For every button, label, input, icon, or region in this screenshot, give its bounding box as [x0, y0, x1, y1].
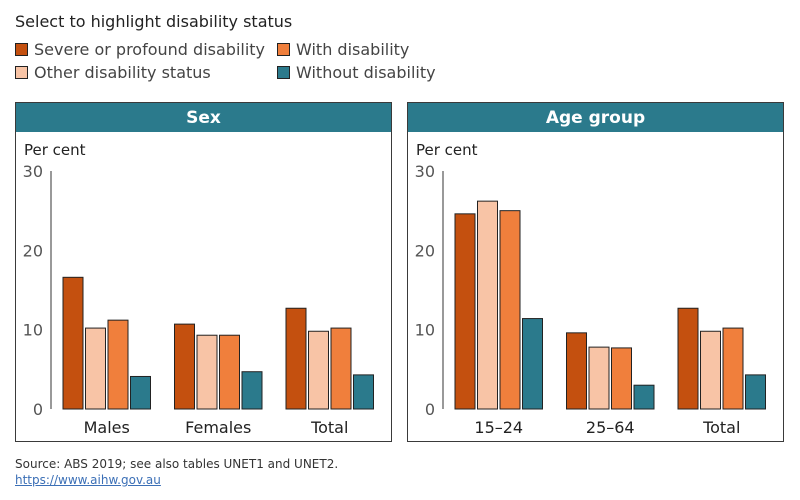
legend-swatch-without: [277, 66, 290, 79]
x-tick-label: 25–64: [586, 418, 635, 437]
y-tick-label: 10: [23, 321, 43, 340]
bar: [85, 327, 106, 410]
bar: [62, 276, 84, 410]
bar: [130, 375, 151, 410]
bar: [308, 330, 329, 410]
bar: [107, 319, 129, 410]
legend-label-without: Without disability: [296, 63, 436, 82]
source-link[interactable]: https://www.aihw.gov.au: [15, 473, 161, 487]
bar: [353, 374, 374, 410]
panel-title-age-group: Age group: [408, 103, 783, 132]
bar: [722, 327, 744, 410]
y-tick-label: 30: [415, 162, 435, 181]
bar: [196, 334, 218, 410]
bar: [522, 318, 543, 410]
legend-swatch-other: [15, 66, 28, 79]
bar: [677, 307, 699, 410]
x-tick-label: Males: [84, 418, 130, 437]
legend-item-severe[interactable]: Severe or profound disability: [15, 40, 265, 59]
y-tick-label: 0: [33, 400, 43, 419]
legend-item-with-disability[interactable]: With disability: [277, 40, 409, 59]
y-tick-label: 0: [425, 400, 435, 419]
legend-swatch-with-disability: [277, 43, 290, 56]
bar-chart-sex: 0 10 20 30 Males Females Total: [23, 162, 374, 437]
x-tick-label: 15–24: [474, 418, 523, 437]
legend-label-with-disability: With disability: [296, 40, 410, 59]
y-tick-label: 20: [415, 241, 435, 260]
legend-label-severe: Severe or profound disability: [34, 40, 266, 59]
bar: [477, 200, 498, 410]
bar-chart-age-group: 0 10 20 30 15–24 25–64 Total: [415, 162, 766, 437]
legend-item-other[interactable]: Other disability status: [15, 63, 211, 82]
bar: [700, 330, 721, 410]
chart-panel-sex: Sex Per cent 0 10 20 30 Males Females Total: [15, 102, 392, 442]
x-tick-label: Total: [702, 418, 740, 437]
bar: [633, 384, 655, 410]
y-tick-label: 20: [23, 241, 43, 260]
legend-swatch-severe: [15, 43, 28, 56]
bar: [499, 210, 521, 410]
bar: [566, 332, 587, 410]
bar: [285, 307, 307, 410]
y-axis-label-age-group: Per cent: [416, 141, 478, 159]
legend-title: Select to highlight disability status: [15, 12, 293, 31]
source-note: Source: ABS 2019; see also tables UNET1 …: [15, 457, 339, 471]
bar: [219, 334, 240, 410]
panel-title-sex: Sex: [16, 103, 391, 132]
chart-panel-age-group: Age group Per cent 0 10 20 30 15–24 25–64 Tota…: [407, 102, 784, 442]
bar: [174, 323, 195, 410]
legend-label-other: Other disability status: [34, 63, 211, 82]
x-tick-label: Females: [185, 418, 251, 437]
bar: [330, 327, 352, 410]
bar: [241, 371, 263, 410]
x-tick-label: Total: [310, 418, 348, 437]
legend-item-without[interactable]: Without disability: [277, 63, 436, 82]
y-tick-label: 30: [23, 162, 43, 181]
y-tick-label: 10: [415, 321, 435, 340]
bar: [588, 346, 610, 410]
bar: [454, 213, 476, 410]
y-axis-label-sex: Per cent: [24, 141, 86, 159]
bar: [745, 374, 766, 410]
bar: [611, 347, 632, 410]
